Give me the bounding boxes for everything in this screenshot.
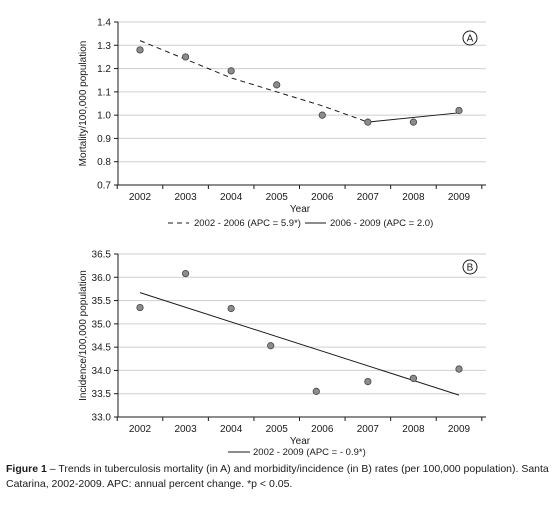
x-tick-label: 2006 — [311, 424, 334, 435]
y-tick-label: 33.0 — [92, 413, 112, 424]
y-tick-label: 33.5 — [92, 389, 112, 400]
panel-letter-circle — [462, 30, 478, 46]
x-tick-label: 2007 — [357, 192, 380, 203]
data-point — [136, 46, 144, 54]
x-tick-label: 2009 — [448, 192, 471, 203]
panel-b-chart: 33.0 33.5 34.0 34.5 35.0 35.5 36.0 36.5 2002 2003… — [78, 250, 486, 458]
data-point — [409, 374, 418, 382]
x-tick-label: 2003 — [174, 192, 197, 203]
x-tick-label: 2006 — [311, 192, 334, 203]
data-point — [227, 304, 235, 313]
legend-label: 2002 - 2006 (APC = 5.9*) — [194, 218, 301, 229]
x-tick-label: 2008 — [402, 192, 425, 203]
x-tick-label: 2004 — [220, 192, 243, 203]
panel-letter: A — [467, 34, 474, 45]
data-point — [267, 342, 275, 350]
x-tick-label: 2002 — [129, 192, 152, 203]
y-tick-label: 34.0 — [92, 366, 112, 377]
y-tick-label: 1.0 — [97, 111, 111, 122]
y-axis-label: Mortality/100,000 population — [78, 41, 89, 167]
data-point — [312, 387, 320, 395]
data-point — [455, 365, 463, 373]
x-axis-label: Year — [290, 436, 311, 447]
trend-line — [139, 40, 369, 123]
x-tick-label: 2007 — [357, 424, 380, 435]
y-tick-label: 1.3 — [97, 41, 111, 52]
legend-label: 2002 - 2009 (APC = - 0.9*) — [253, 447, 366, 458]
data-point — [181, 53, 190, 61]
x-tick-label: 2002 — [129, 424, 152, 435]
x-tick-label: 2004 — [220, 424, 243, 435]
data-point — [455, 106, 463, 115]
y-tick-label: 0.7 — [97, 181, 111, 192]
data-point — [364, 118, 372, 126]
y-tick-label: 36.5 — [92, 250, 112, 261]
figure-caption: Figure 1 – Trends in tuberculosis mortal… — [6, 462, 554, 492]
y-tick-label: 0.9 — [97, 134, 111, 145]
y-axis-label: Incidence/100,000 population — [78, 270, 89, 401]
x-axis-label: Year — [290, 204, 311, 215]
y-tick-label: 1.2 — [97, 64, 111, 75]
x-tick-label: 2005 — [266, 424, 289, 435]
trend-line — [367, 112, 460, 123]
panel-letter-circle — [462, 259, 478, 275]
panel-a-chart: 0.7 0.8 0.9 1.0 1.1 1.2 1.3 1.4 2002 2003 2004 2005… — [78, 18, 486, 229]
y-tick-label: 1.1 — [97, 87, 111, 98]
legend-label: 2006 - 2009 (APC = 2.0) — [330, 218, 433, 229]
figure-canvas: 0.7 0.8 0.9 1.0 1.1 1.2 1.3 1.4 2002 2003 2004 2005… — [78, 18, 486, 458]
x-tick-label: 2008 — [402, 424, 425, 435]
y-tick-label: 0.8 — [97, 157, 111, 168]
data-point — [273, 81, 281, 89]
y-tick-label: 1.4 — [97, 18, 111, 29]
x-tick-label: 2005 — [266, 192, 289, 203]
data-point — [409, 118, 418, 126]
trend-line — [139, 292, 460, 396]
figure-label: Figure 1 — [6, 463, 47, 475]
data-point — [318, 111, 326, 119]
y-tick-label: 34.5 — [92, 343, 112, 354]
data-point — [227, 67, 235, 75]
y-tick-label: 35.5 — [92, 296, 112, 307]
y-tick-label: 36.0 — [92, 273, 112, 284]
data-point — [364, 378, 372, 386]
panel-letter: B — [467, 263, 474, 274]
data-point — [181, 269, 190, 278]
y-tick-label: 35.0 — [92, 319, 112, 330]
figure-caption-text: – Trends in tuberculosis mortality (in A… — [6, 463, 549, 490]
x-tick-label: 2009 — [448, 424, 471, 435]
x-tick-label: 2003 — [174, 424, 197, 435]
data-point — [136, 303, 144, 312]
